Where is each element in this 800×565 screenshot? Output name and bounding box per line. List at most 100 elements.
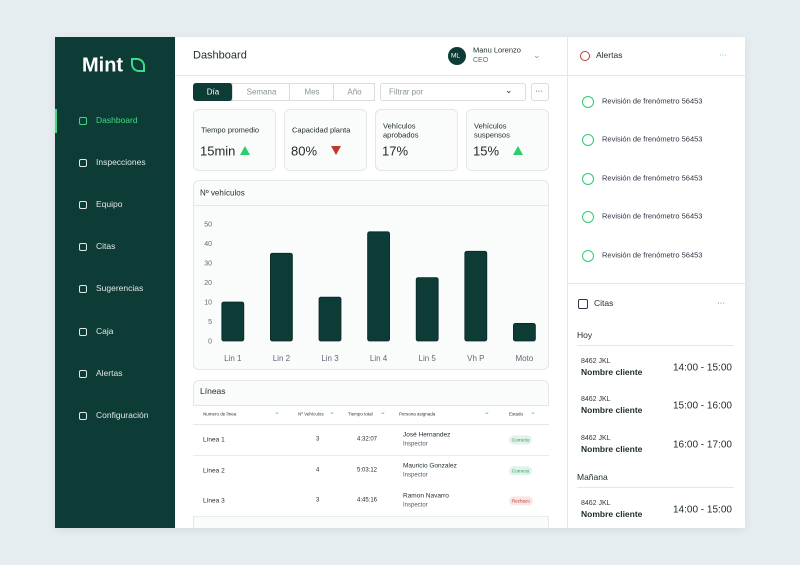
alert-item[interactable]: Revisión de frenómetro 56453 (602, 135, 703, 145)
nav-icon (79, 327, 87, 336)
plate: 8462 JKL (581, 396, 611, 404)
trend-arrow (331, 146, 341, 155)
app-window: Mint Dashboard Inspecciones Equipo Citas Suge… (55, 37, 745, 528)
client-name: Nombre cliente (581, 443, 643, 454)
tab[interactable] (290, 83, 334, 101)
avatar (448, 47, 466, 65)
nav-icon (79, 243, 87, 252)
kpi-value: 17% (382, 143, 409, 159)
alert-status (582, 172, 594, 185)
cell-vehicles: 3 (316, 497, 320, 504)
nav-item[interactable]: Configuración (96, 409, 149, 420)
column-header[interactable]: Numero de línea (203, 411, 237, 417)
sort-icon[interactable]: ⌄ (274, 408, 280, 416)
sort-icon[interactable]: ⌄ (380, 408, 386, 416)
column-header[interactable]: Nº Vehículos (298, 411, 324, 417)
cell-line: Línea 1 (203, 436, 225, 444)
chart-title: Nº vehículos (200, 188, 245, 198)
nav-item[interactable]: Equipo (96, 199, 123, 210)
kpi-card (466, 109, 549, 171)
kpi-card (284, 109, 367, 171)
tab-label[interactable]: Año (347, 87, 362, 97)
divider (193, 205, 549, 206)
cell-vehicles: 4 (316, 467, 320, 474)
column-header[interactable]: Tiempo total (348, 411, 373, 417)
tab-label[interactable]: Día (206, 87, 220, 97)
cell-person: José Hernandez (403, 431, 451, 439)
nav-item[interactable]: Dashboard (96, 115, 138, 126)
kpi-card (193, 109, 276, 171)
tab[interactable] (233, 83, 290, 101)
bar (512, 323, 536, 342)
cell-vehicles: 3 (316, 436, 320, 443)
y-tick-label: 40 (204, 241, 212, 248)
filter-arrow[interactable]: ⌄ (505, 84, 513, 95)
day-label: Hoy (577, 330, 593, 341)
table-row (193, 486, 549, 517)
x-tick-label: Lin 2 (273, 354, 291, 363)
cell-role: Inspector (403, 441, 428, 448)
nav-icon (79, 411, 87, 420)
more-dots[interactable]: ··· (535, 86, 543, 96)
filter-placeholder[interactable]: Filtrar por (389, 87, 424, 97)
y-tick-label: 10 (204, 300, 212, 307)
more-button[interactable] (531, 83, 549, 101)
alert-item[interactable]: Revisión de frenómetro 56453 (602, 173, 703, 183)
divider (577, 486, 734, 488)
time-slot: 15:00 - 16:00 (673, 400, 732, 412)
filter[interactable] (380, 83, 526, 101)
bar (464, 250, 488, 342)
sort-icon[interactable]: ⌄ (484, 408, 490, 416)
time-slot: 16:00 - 17:00 (673, 439, 732, 451)
kpi-label: Tiempo promedio (201, 125, 260, 135)
user-menu[interactable]: ⌄ (533, 49, 541, 60)
column-header[interactable]: Estado (509, 411, 524, 417)
divider (568, 75, 745, 76)
tab[interactable] (334, 83, 375, 101)
plate: 8462 JKL (581, 357, 611, 365)
alert-item[interactable]: Revisión de frenómetro 56453 (602, 250, 703, 260)
appointments-more[interactable]: ··· (717, 298, 725, 308)
user-name: Manu Lorenzo (473, 45, 521, 55)
table-header (193, 405, 549, 425)
nav-item[interactable]: Alertas (96, 367, 123, 378)
column-header[interactable]: Persona asignada (399, 411, 436, 417)
sidebar (55, 37, 175, 528)
tab[interactable] (193, 83, 233, 101)
bar (415, 277, 439, 342)
nav-item[interactable]: Inspecciones (96, 157, 146, 168)
sort-icon[interactable]: ⌄ (329, 408, 335, 416)
trend-icon (331, 146, 341, 155)
bar (270, 252, 293, 342)
trend-arrow (513, 146, 523, 155)
kpi-card (375, 109, 458, 171)
cell-line: Línea 3 (203, 497, 225, 505)
alert-icon (580, 51, 590, 61)
nav-item[interactable]: Sugerencias (96, 283, 144, 294)
plate: 8462 JKL (581, 434, 611, 442)
nav-item[interactable]: Caja (96, 325, 114, 336)
y-tick-label: 5 (208, 319, 212, 326)
bar (318, 296, 342, 342)
cell-time: 4:45:16 (357, 497, 378, 504)
avatar-initials: ML (451, 52, 461, 60)
alerts-title: Alertas (596, 50, 623, 61)
tab-label[interactable]: Semana (246, 87, 277, 97)
x-tick-label: Lin 4 (370, 354, 388, 363)
kpi-value: 15min (200, 143, 236, 159)
alert-status (582, 211, 594, 224)
cell-person: Mauricio Gonzalez (403, 461, 457, 469)
sort-icon[interactable]: ⌄ (530, 408, 536, 416)
tab-label[interactable]: Mes (304, 87, 320, 97)
logo-leaf (131, 58, 145, 72)
alert-item[interactable]: Revisión de frenómetro 56453 (602, 96, 703, 106)
alert-status (582, 134, 594, 147)
alerts-more[interactable]: ··· (719, 50, 727, 60)
alert-item[interactable]: Revisión de frenómetro 56453 (602, 211, 703, 221)
trend-icon (240, 146, 250, 155)
trend-icon (513, 146, 523, 155)
nav-item[interactable]: Citas (96, 241, 116, 252)
trend-arrow (240, 146, 250, 155)
y-tick-label: 0 (208, 339, 212, 346)
